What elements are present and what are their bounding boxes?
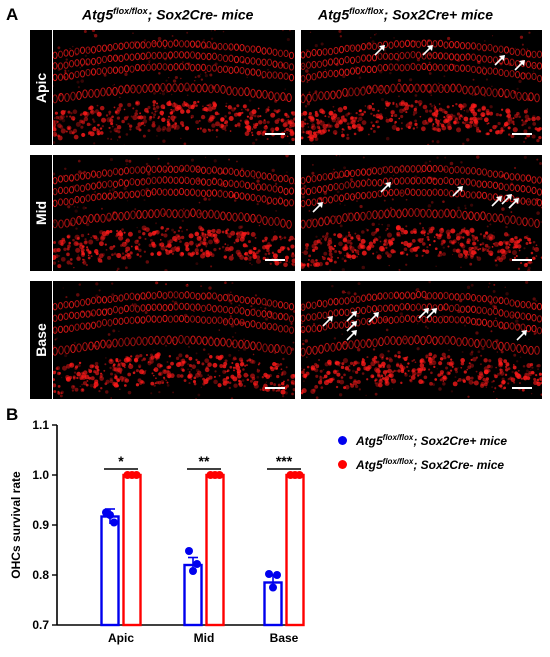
data-point — [110, 518, 118, 527]
micrograph-apic-cre-positive — [301, 30, 542, 145]
panel-label-b: B — [6, 405, 19, 424]
y-tick-label: 0.9 — [32, 518, 49, 532]
micrograph-mid-cre-negative — [53, 155, 295, 271]
bar — [205, 473, 225, 627]
data-point — [295, 471, 304, 479]
micrograph-mid-cre-positive — [301, 155, 542, 271]
arrow-marker-icon — [346, 330, 357, 341]
data-point — [265, 570, 273, 578]
data-point — [269, 583, 277, 592]
arrow-marker-icon — [346, 311, 357, 322]
data-point — [132, 471, 141, 479]
micrograph-apic-cre-negative — [53, 30, 295, 145]
arrow-marker-icon — [426, 308, 437, 319]
column-title-cre-positive: Atg5flox/flox; Sox2Cre+ mice — [318, 6, 493, 23]
micrograph-base-cre-positive — [301, 281, 542, 399]
x-tick-label: Apic — [108, 631, 134, 645]
data-point — [273, 571, 281, 579]
arrow-marker-icon — [452, 186, 463, 197]
x-tick-label: Mid — [194, 631, 215, 645]
row-label-apic: Apic — [30, 30, 52, 145]
arrow-marker-icon — [514, 60, 525, 71]
data-point — [193, 560, 201, 568]
arrow-marker-icon — [422, 45, 433, 56]
y-tick-label: 1.1 — [32, 418, 49, 432]
arrow-marker-icon — [508, 198, 519, 209]
y-tick-label: 0.8 — [32, 568, 49, 582]
micrograph-base-cre-negative — [53, 281, 295, 399]
bar — [285, 473, 305, 627]
column-title-cre-negative: Atg5flox/flox; Sox2Cre- mice — [82, 6, 254, 23]
arrow-marker-icon — [494, 55, 505, 66]
survival-bar-chart: 0.7 0.8 0.9 1.0 1.1 OHCs survival rate Apic * Mi… — [9, 418, 305, 645]
x-tick-label: Base — [270, 631, 299, 645]
significance-label: *** — [276, 453, 293, 469]
bar — [100, 515, 120, 627]
data-point — [106, 511, 114, 519]
arrow-marker-icon — [491, 196, 502, 207]
legend-marker-red — [338, 460, 347, 469]
arrow-marker-icon — [516, 330, 527, 341]
arrow-marker-icon — [374, 45, 385, 56]
y-tick-label: 0.7 — [32, 618, 49, 632]
row-label-base: Base — [30, 281, 52, 399]
arrow-marker-icon — [368, 312, 379, 323]
arrow-marker-icon — [322, 316, 333, 327]
significance-label: * — [118, 453, 124, 469]
arrow-marker-icon — [346, 321, 357, 332]
legend-marker-blue — [338, 436, 347, 445]
y-axis-label: OHCs survival rate — [9, 471, 23, 579]
row-label-mid: Mid — [30, 155, 52, 271]
bar — [122, 473, 142, 627]
y-tick-label: 1.0 — [32, 468, 49, 482]
panel-label-a: A — [6, 5, 19, 24]
arrow-marker-icon — [380, 182, 391, 193]
data-point — [215, 471, 224, 479]
arrow-marker-icon — [418, 308, 429, 319]
data-point — [185, 547, 193, 555]
significance-label: ** — [199, 453, 210, 469]
arrow-marker-icon — [501, 194, 512, 205]
data-point — [189, 567, 197, 575]
arrow-marker-icon — [312, 202, 323, 213]
